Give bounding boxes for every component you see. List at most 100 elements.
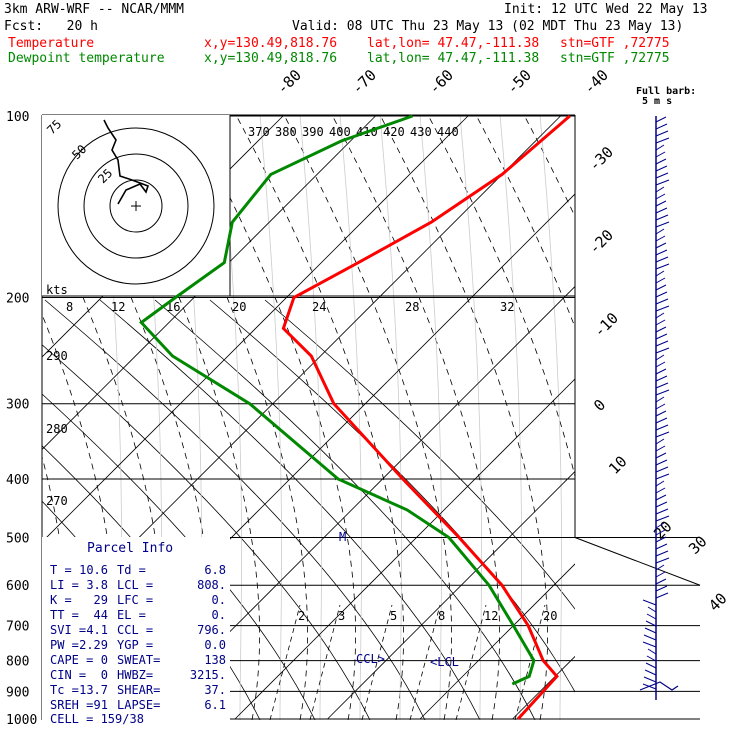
wind-barb — [655, 354, 665, 361]
legend-temperature: Temperature — [8, 36, 95, 51]
wind-barb — [655, 382, 669, 389]
dry-adiabat — [283, 115, 452, 720]
parcel-value: 6.1 — [204, 698, 226, 712]
mixing-ratio-line — [269, 604, 301, 721]
dry-adiabat — [331, 115, 500, 720]
isotherm-label: -20 — [585, 226, 617, 258]
parcel-value: 0. — [212, 608, 226, 622]
wind-barb — [655, 403, 666, 410]
wind-barb — [655, 389, 670, 396]
theta-e-line — [299, 115, 322, 720]
parcel-key: Tc = — [50, 683, 79, 697]
wind-barb — [655, 396, 665, 403]
wind-barb — [655, 228, 665, 235]
wind-barb — [655, 438, 665, 445]
moist-adiabat — [42, 344, 371, 720]
marker-m: M — [339, 530, 346, 544]
theta-label: 280 — [46, 422, 68, 436]
parcel-value: 0 — [101, 668, 108, 682]
parcel-key: SHEAR= — [117, 683, 160, 697]
wind-barb — [655, 445, 666, 452]
wind-barb — [655, 473, 670, 480]
parcel-key: LFC = — [117, 593, 153, 607]
wind-barb — [655, 312, 665, 319]
mixing-ratio-label: 3 — [338, 609, 345, 623]
wind-barb — [655, 319, 666, 326]
wind-barb — [644, 627, 657, 634]
wind-barb — [655, 466, 669, 473]
parcel-cell: CELL = 159/38 — [50, 712, 144, 726]
theta-e-label: 440 — [437, 125, 459, 139]
hodograph-ring — [83, 153, 189, 259]
moist-adiabat — [44, 299, 426, 720]
theta-e-label: 400 — [329, 125, 351, 139]
theta-e-label: 420 — [383, 125, 405, 139]
hodograph-unit: kts — [46, 283, 68, 297]
theta-e-line — [580, 115, 602, 720]
wind-barb — [655, 123, 668, 130]
parcel-key: LCL = — [117, 578, 153, 592]
mixing-ratio-line — [514, 604, 546, 721]
isotherm-label: -30 — [585, 143, 617, 175]
isotherm-label: -10 — [590, 309, 622, 341]
legend-dew-latlon: lat,lon= 47.47,-111.38 — [367, 51, 540, 66]
isotherm-label: -40 — [580, 66, 612, 98]
wind-barb — [643, 676, 657, 683]
wind-barb — [655, 375, 668, 382]
legend-dew-stn: stn=GTF ,72775 — [560, 51, 670, 66]
isotherm-label: 0 — [590, 396, 609, 415]
wind-barb — [655, 242, 667, 249]
isotherm-label: 30 — [685, 532, 711, 558]
wind-barb — [655, 284, 667, 291]
parcel-value: 3.8 — [86, 578, 108, 592]
mixing-ratio-label: 5 — [390, 609, 397, 623]
theta-e-line — [259, 115, 282, 720]
speed-axis-label: 24 — [312, 300, 326, 314]
parcel-key: SWEAT= — [117, 653, 160, 667]
mixing-ratio-line — [361, 604, 393, 721]
wind-barb — [655, 494, 667, 501]
dry-adiabat — [475, 115, 575, 329]
isotherm — [0, 116, 6, 719]
wind-barb — [655, 207, 668, 214]
moist-adiabat — [264, 299, 575, 610]
parcel-key: EL = — [117, 608, 146, 622]
legend-temp-stn: stn=GTF ,72775 — [560, 36, 670, 51]
parcel-key: CIN = — [50, 668, 86, 682]
parcel-value: 0 — [101, 653, 108, 667]
wind-barb — [655, 592, 669, 599]
theta-e-label: 370 — [248, 125, 270, 139]
wind-barb — [655, 235, 666, 242]
parcel-value: 91 — [94, 698, 108, 712]
wind-barb — [655, 536, 667, 543]
init-time: Init: 12 UTC Wed 22 May 13 — [504, 2, 708, 17]
wind-barb — [655, 522, 665, 529]
valid-time: Valid: 08 UTC Thu 23 May 13 (02 MDT Thu … — [292, 19, 684, 34]
isotherm-label: -50 — [503, 66, 535, 98]
parcel-key: CAPE = — [50, 653, 93, 667]
barb-label: Full barb: — [636, 86, 696, 97]
wind-barb — [655, 564, 665, 571]
wind-barb — [647, 648, 657, 655]
parcel-value: 808. — [197, 578, 226, 592]
wind-barb — [655, 347, 670, 354]
parcel-key: TT = — [50, 608, 79, 622]
parcel-key: T = — [50, 563, 72, 577]
isotherm — [419, 563, 575, 720]
wind-barb — [655, 501, 668, 508]
wind-barb — [655, 543, 668, 550]
wind-barb — [642, 641, 657, 648]
wind-barb — [655, 263, 670, 270]
wind-barb — [655, 144, 665, 151]
parcel-key: SVI = — [50, 623, 86, 637]
wind-barb — [655, 270, 665, 277]
wind-barb — [655, 487, 666, 494]
wind-barb — [655, 130, 669, 137]
wind-barb — [639, 681, 679, 691]
isotherm-label: -60 — [425, 66, 457, 98]
wind-barb — [655, 179, 670, 186]
wind-barb — [655, 165, 668, 172]
parcel-key: K = — [50, 593, 72, 607]
parcel-value: 138 — [204, 653, 226, 667]
